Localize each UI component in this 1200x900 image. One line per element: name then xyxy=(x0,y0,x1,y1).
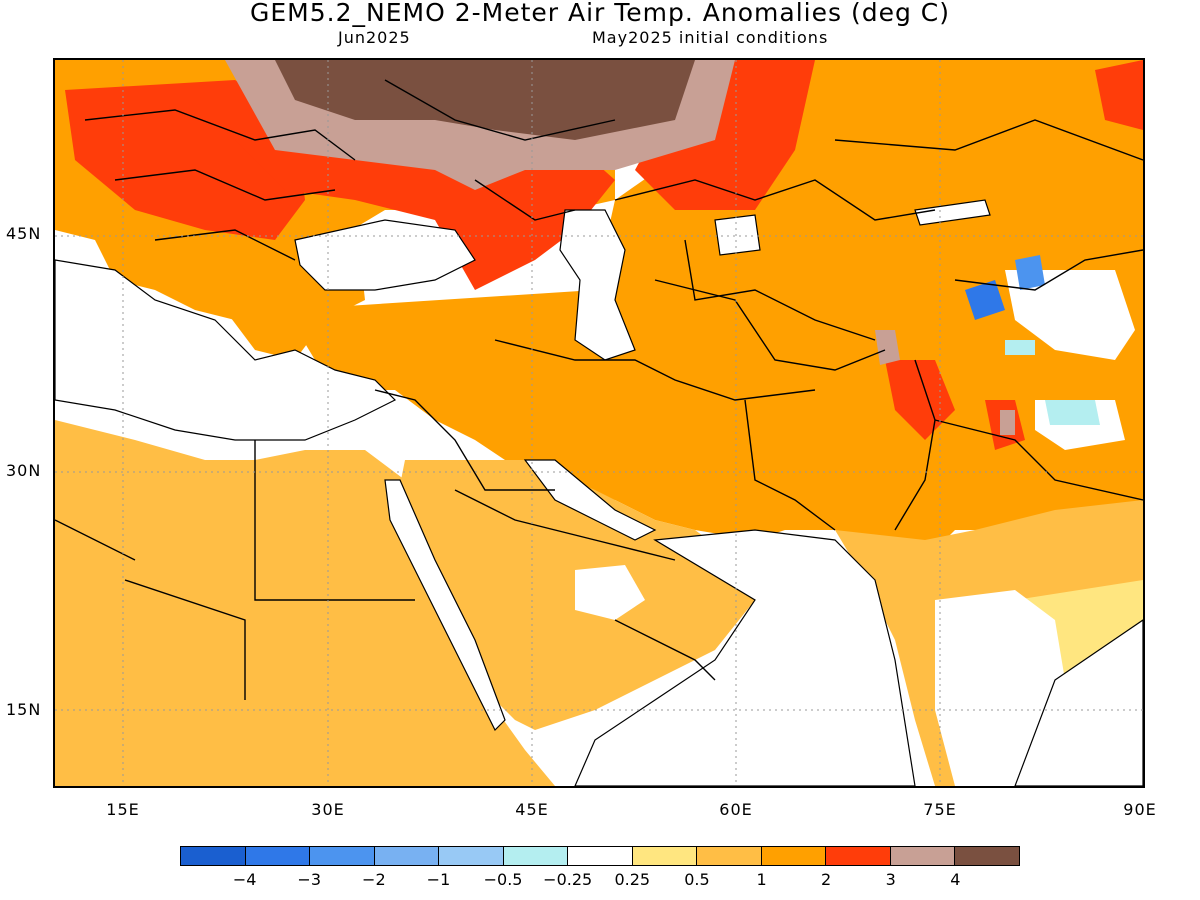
colorbar-swatch xyxy=(181,847,246,865)
chart-title: GEM5.2_NEMO 2-Meter Air Temp. Anomalies … xyxy=(250,0,950,27)
lat-label-45n: 45N xyxy=(6,224,42,243)
bay-of-bengal xyxy=(1014,619,1143,786)
lon-label-75e: 75E xyxy=(923,800,957,819)
colorbar xyxy=(180,846,1020,866)
colorbar-swatch xyxy=(374,847,440,865)
persian-gulf xyxy=(523,459,657,541)
colorbar-tick-label: −4 xyxy=(232,870,257,889)
lon-label-90e: 90E xyxy=(1123,800,1157,819)
red-sea xyxy=(384,479,506,732)
lat-label-15n: 15N xyxy=(6,700,42,719)
colorbar-tick-label: 4 xyxy=(950,870,961,889)
colorbar-swatch xyxy=(310,847,375,865)
tibet-neutral-area xyxy=(1005,270,1135,360)
colorbar-tick-label: −0.25 xyxy=(543,870,593,889)
colorbar-tick-label: −2 xyxy=(362,870,386,889)
colorbar-tick-label: −3 xyxy=(297,870,322,889)
india-neutral-area xyxy=(935,590,1065,786)
water-bodies xyxy=(55,199,1143,786)
balkans-hot-area xyxy=(65,80,305,240)
forecast-month: Jun2025 xyxy=(338,28,411,47)
lon-label-60e: 60E xyxy=(719,800,753,819)
colorbar-swatch xyxy=(503,847,569,865)
balkhash-lake xyxy=(914,199,991,226)
gridlines xyxy=(55,60,1143,786)
colorbar-tick-label: 1 xyxy=(756,870,767,889)
ladakh-extreme-spot xyxy=(1000,410,1015,435)
colorbar-swatch xyxy=(568,847,633,865)
lon-label-45e: 45E xyxy=(515,800,549,819)
colorbar-swatch xyxy=(697,847,762,865)
colorbar-swatch xyxy=(955,847,1019,865)
anomaly-map xyxy=(53,58,1145,788)
russia-extreme-area xyxy=(275,60,695,140)
colorbar-swatch xyxy=(245,847,311,865)
colorbar-swatch xyxy=(439,847,504,865)
caspian-sea xyxy=(559,209,636,361)
africa-region xyxy=(55,420,555,786)
colorbar-swatch xyxy=(826,847,891,865)
initial-conditions-label: May2025 initial conditions xyxy=(592,28,829,47)
pamir-extreme-spot xyxy=(875,330,900,365)
cold-areas xyxy=(965,255,1100,425)
colorbar-tick-label: −0.5 xyxy=(483,870,523,889)
colorbar-tick-label: 0.5 xyxy=(684,870,710,889)
siberia-hot-area xyxy=(1095,60,1143,130)
colorbar-tick-label: 3 xyxy=(885,870,896,889)
arabian-sea xyxy=(574,529,916,786)
qinghai-cold-spot xyxy=(1005,340,1035,355)
tibet-cold-spot xyxy=(1045,400,1100,425)
arabia-neutral-patch xyxy=(575,565,645,620)
country-borders xyxy=(55,79,1143,700)
black-sea xyxy=(294,219,476,291)
tian-shan-cold-spot xyxy=(965,280,1005,320)
colorbar-swatch xyxy=(632,847,698,865)
lat-label-30n: 30N xyxy=(6,461,42,480)
mediterranean-sea xyxy=(55,259,397,441)
colorbar-tick-label: −1 xyxy=(426,870,451,889)
colorbar-swatch xyxy=(761,847,827,865)
aral-sea xyxy=(714,214,761,256)
tarim-cold-spot xyxy=(1015,255,1045,290)
colorbar-tick-label: 2 xyxy=(821,870,832,889)
lon-label-30e: 30E xyxy=(311,800,345,819)
lon-label-15e: 15E xyxy=(106,800,140,819)
colorbar-swatch xyxy=(890,847,956,865)
colorbar-tick-label: 0.25 xyxy=(614,870,651,889)
